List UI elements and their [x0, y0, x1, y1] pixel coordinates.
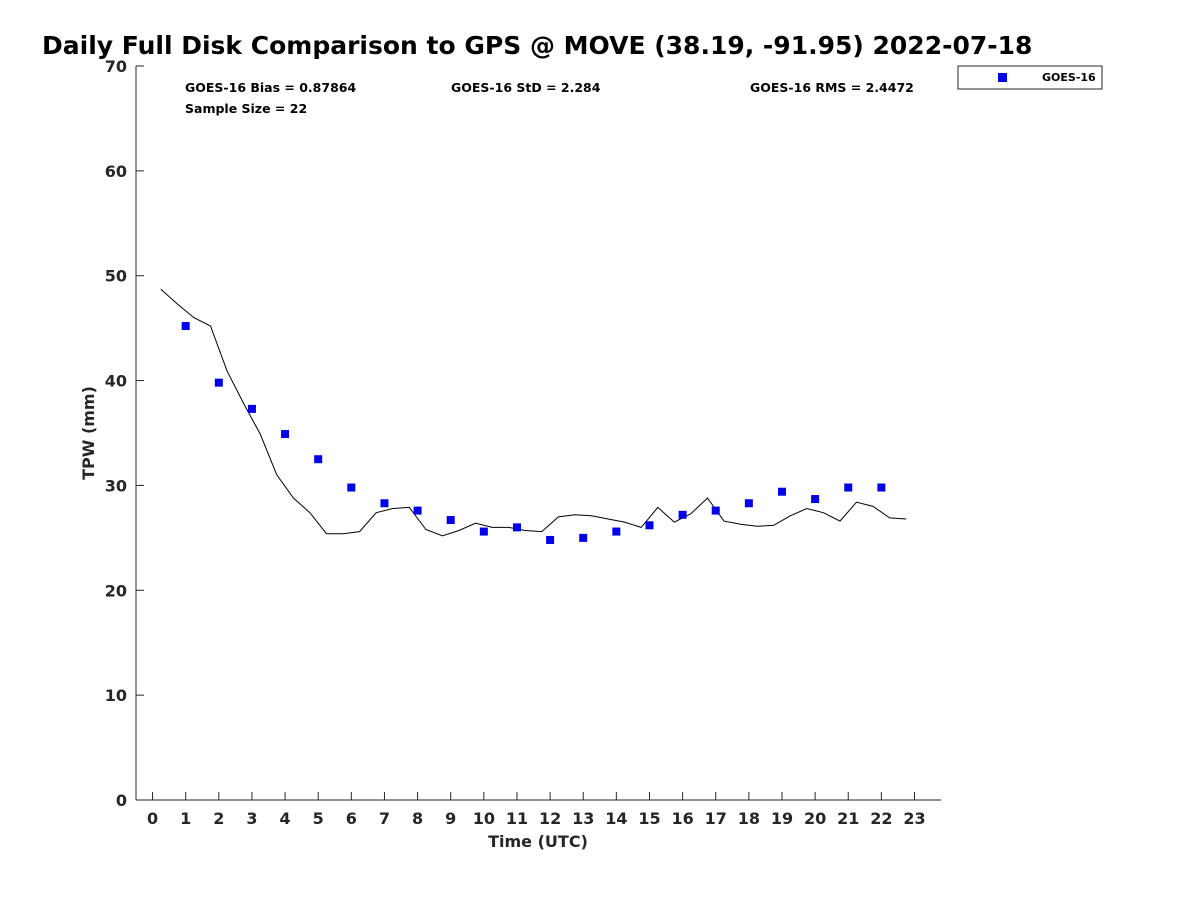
- x-tick-label: 15: [638, 809, 660, 828]
- y-tick-label: 40: [105, 372, 127, 391]
- goes16-point: [546, 535, 555, 544]
- x-ticks: 0 1 2 3 4 5 6 7 8 9 10 11 12 13 14 15 16 17 18 19 20 21 22 23: [147, 792, 926, 828]
- x-tick-label: 6: [346, 809, 357, 828]
- x-tick-label: 3: [246, 809, 257, 828]
- bias-stat: GOES-16 Bias = 0.87864: [185, 80, 356, 95]
- y-ticks: 0 10 20 30 40 50 60 70: [105, 57, 144, 810]
- goes16-point: [744, 499, 753, 508]
- legend-box: [957, 65, 1103, 90]
- goes16-point: [811, 495, 820, 504]
- goes16-point: [214, 378, 223, 387]
- x-tick-label: 14: [605, 809, 627, 828]
- x-tick-label: 8: [412, 809, 423, 828]
- x-tick-label: 22: [870, 809, 892, 828]
- y-tick-label: 50: [105, 267, 127, 286]
- y-tick-label: 30: [105, 476, 127, 495]
- goes16-point: [877, 483, 886, 492]
- legend: GOES-16: [957, 65, 1103, 90]
- x-tick-label: 18: [738, 809, 760, 828]
- x-tick-label: 10: [473, 809, 495, 828]
- x-tick-label: 9: [445, 809, 456, 828]
- goes16-point: [380, 499, 389, 508]
- legend-marker: [998, 73, 1007, 82]
- x-tick-label: 23: [903, 809, 925, 828]
- goes16-point: [446, 516, 455, 525]
- goes16-point: [844, 483, 853, 492]
- std-stat: GOES-16 StD = 2.284: [451, 80, 601, 95]
- y-tick-label: 60: [105, 162, 127, 181]
- goes16-point: [413, 506, 422, 515]
- goes16-point: [711, 506, 720, 515]
- x-tick-label: 4: [280, 809, 291, 828]
- y-tick-label: 20: [105, 581, 127, 600]
- x-axis-label: Time (UTC): [488, 832, 588, 851]
- x-tick-label: 20: [804, 809, 826, 828]
- x-tick-label: 19: [771, 809, 793, 828]
- y-tick-label: 70: [105, 57, 127, 76]
- goes16-point: [579, 533, 588, 542]
- goes16-point: [678, 510, 687, 519]
- x-tick-label: 5: [313, 809, 324, 828]
- sample-size-stat: Sample Size = 22: [185, 101, 307, 116]
- x-tick-label: 12: [539, 809, 561, 828]
- x-tick-label: 17: [705, 809, 727, 828]
- plot-series: [160, 288, 907, 544]
- goes16-point: [612, 527, 621, 536]
- goes16-point: [281, 430, 290, 439]
- goes16-point: [314, 455, 323, 464]
- goes16-point: [645, 521, 654, 530]
- goes16-point: [512, 523, 521, 532]
- y-axis-label: TPW (mm): [79, 386, 98, 480]
- goes16-point: [347, 483, 356, 492]
- x-tick-label: 16: [671, 809, 693, 828]
- goes16-point: [247, 404, 256, 413]
- chart-title: Daily Full Disk Comparison to GPS @ MOVE…: [42, 31, 1032, 60]
- x-tick-label: 2: [213, 809, 224, 828]
- goes16-point: [181, 322, 190, 331]
- x-tick-label: 21: [837, 809, 859, 828]
- y-tick-label: 10: [105, 686, 127, 705]
- rms-stat: GOES-16 RMS = 2.4472: [750, 80, 914, 95]
- y-tick-label: 0: [116, 791, 127, 810]
- x-tick-label: 13: [572, 809, 594, 828]
- goes16-point: [777, 487, 786, 496]
- x-tick-label: 11: [506, 809, 528, 828]
- goes16-point: [479, 527, 488, 536]
- gps-line: [160, 288, 907, 537]
- legend-label: GOES-16: [1042, 71, 1096, 84]
- x-tick-label: 0: [147, 809, 158, 828]
- x-tick-label: 1: [180, 809, 191, 828]
- x-tick-label: 7: [379, 809, 390, 828]
